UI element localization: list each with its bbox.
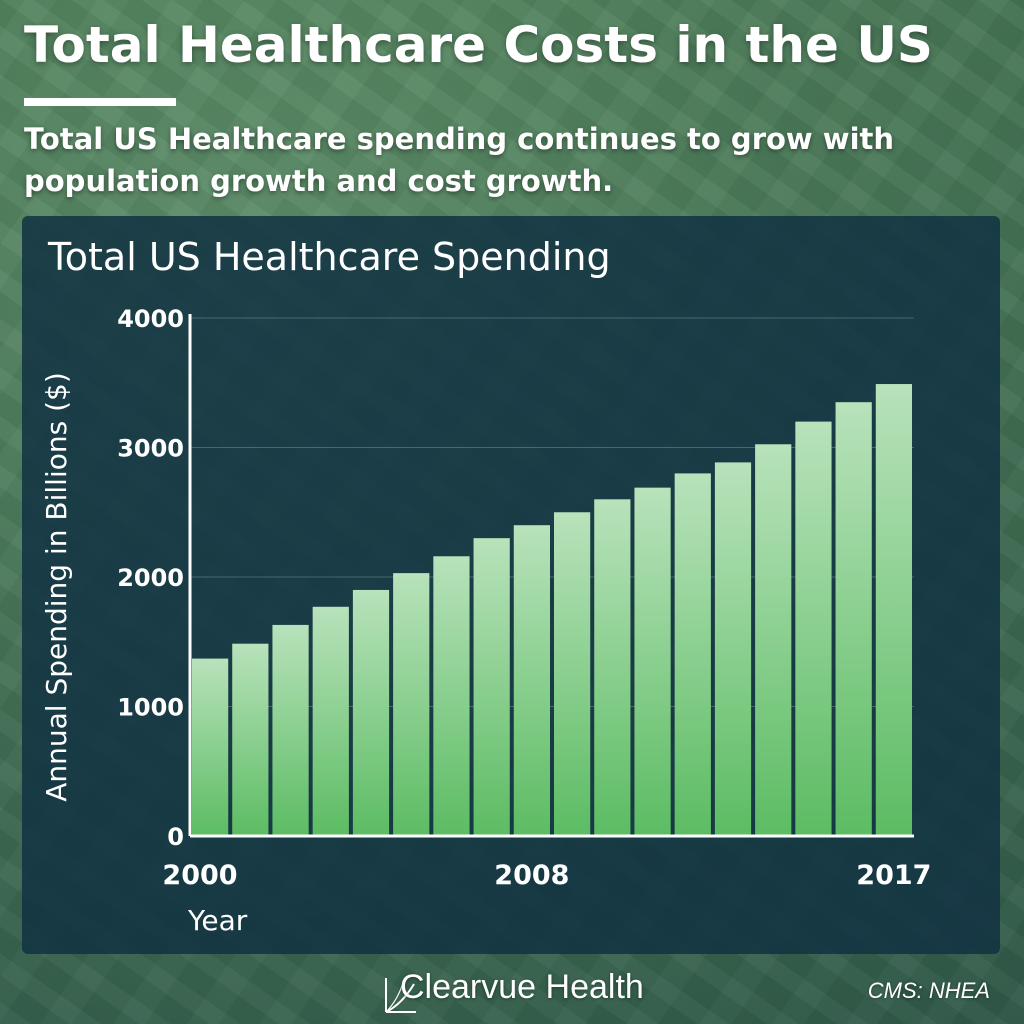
chart-panel: Total US Healthcare Spending 0 1000 2000 30… xyxy=(22,216,1000,954)
y-tick-label: 0 xyxy=(167,823,184,851)
bars xyxy=(192,384,912,836)
y-tick-label: 3000 xyxy=(117,435,184,463)
brand-name: Clearvue Health xyxy=(400,968,644,1006)
bar-2001 xyxy=(232,643,269,836)
y-tick-labels: 0 1000 2000 3000 4000 xyxy=(117,305,184,851)
bar-2016 xyxy=(835,402,872,836)
data-source: CMS: NHEA xyxy=(867,978,990,1003)
x-tick-labels: 2000 2008 2017 xyxy=(162,860,931,891)
footer: Clearvue Health CMS: NHEA xyxy=(0,960,1024,1024)
y-axis-label: Annual Spending in Billions ($) xyxy=(40,372,73,802)
x-tick-label: 2017 xyxy=(856,860,931,891)
bar-chart: Total US Healthcare Spending 0 1000 2000 30… xyxy=(40,235,931,937)
grid-lines xyxy=(190,317,914,707)
title-underline xyxy=(24,98,176,106)
y-tick-label: 2000 xyxy=(117,564,184,592)
bar-2005 xyxy=(393,573,430,836)
page-subtitle: Total US Healthcare spending continues t… xyxy=(24,122,895,199)
x-tick-label: 2008 xyxy=(494,860,569,891)
y-tick-label: 1000 xyxy=(117,694,184,722)
bar-2013 xyxy=(714,462,752,836)
clearvue-logo-icon xyxy=(385,978,416,1013)
x-tick-label: 2000 xyxy=(162,860,237,891)
x-axis-label: Year xyxy=(187,904,248,937)
bar-2012 xyxy=(674,473,711,836)
bar-2014 xyxy=(755,444,792,836)
bar-2015 xyxy=(795,421,832,836)
y-tick-label: 4000 xyxy=(117,305,184,333)
page-title: Total Healthcare Costs in the US xyxy=(24,16,933,74)
axes xyxy=(188,314,914,838)
bar-2007 xyxy=(473,538,510,836)
bar-2004 xyxy=(352,589,390,836)
bar-2002 xyxy=(272,624,309,836)
bar-2017 xyxy=(875,384,912,836)
bar-2009 xyxy=(554,512,591,836)
bar-2010 xyxy=(594,499,631,836)
bar-2006 xyxy=(433,556,470,836)
bar-2011 xyxy=(634,487,671,836)
bar-2008 xyxy=(513,525,550,836)
bar-2003 xyxy=(312,606,349,836)
bar-2000 xyxy=(192,658,229,836)
chart-title: Total US Healthcare Spending xyxy=(47,235,611,279)
